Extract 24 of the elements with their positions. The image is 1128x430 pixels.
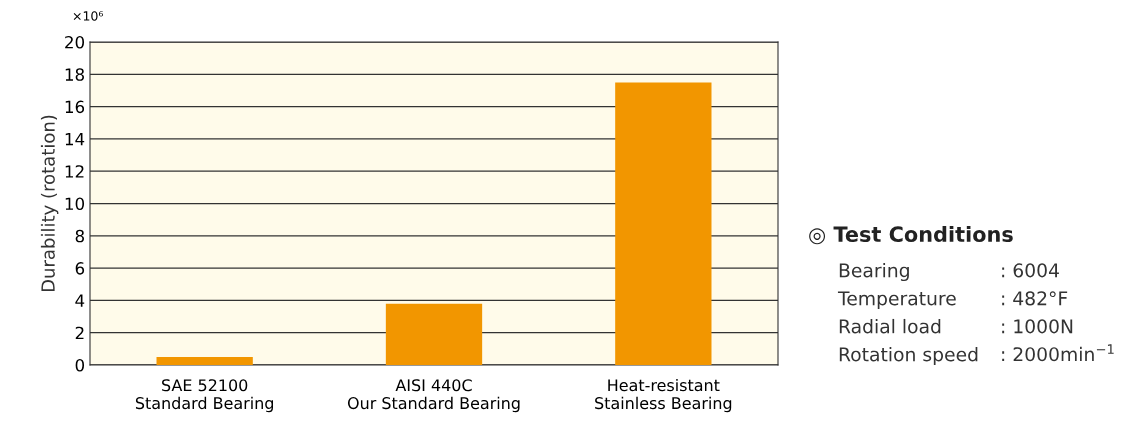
bar [615, 82, 712, 365]
x-tick-label: SAE 52100 Standard Bearing [135, 379, 273, 413]
y-tick-label: 18 [65, 68, 84, 81]
y-tick-label: 6 [75, 262, 85, 275]
x-tick-label: AISI 440C Our Standard Bearing [347, 379, 520, 413]
y-tick-label: 20 [65, 35, 85, 49]
y-tick-label: 12 [65, 165, 84, 178]
y-tick-label: 0 [75, 358, 85, 372]
text: ×10⁶ [73, 11, 103, 21]
y-tick-label: 4 [75, 294, 85, 307]
y-tick-label: 2 [75, 326, 84, 340]
text: Radial load : 1000N [839, 318, 1073, 334]
text: Bearing : 6004 [839, 262, 1059, 282]
text: Temperature : 482°F [837, 291, 1068, 310]
x-tick-label: Heat-resistant Stainless Bearing [595, 378, 732, 413]
bar [156, 356, 253, 365]
text: ◎ Test Conditions [809, 225, 1013, 245]
y-axis-title: Durability (rotation) [40, 115, 59, 292]
bar [385, 303, 483, 365]
y-tick-label: 14 [65, 133, 85, 146]
y-tick-label: 10 [65, 197, 85, 211]
y-tick-label: 8 [75, 229, 84, 243]
text: Rotation speed : 2000min$^{−1}$ [839, 344, 1114, 366]
y-tick-label: 16 [65, 100, 85, 114]
